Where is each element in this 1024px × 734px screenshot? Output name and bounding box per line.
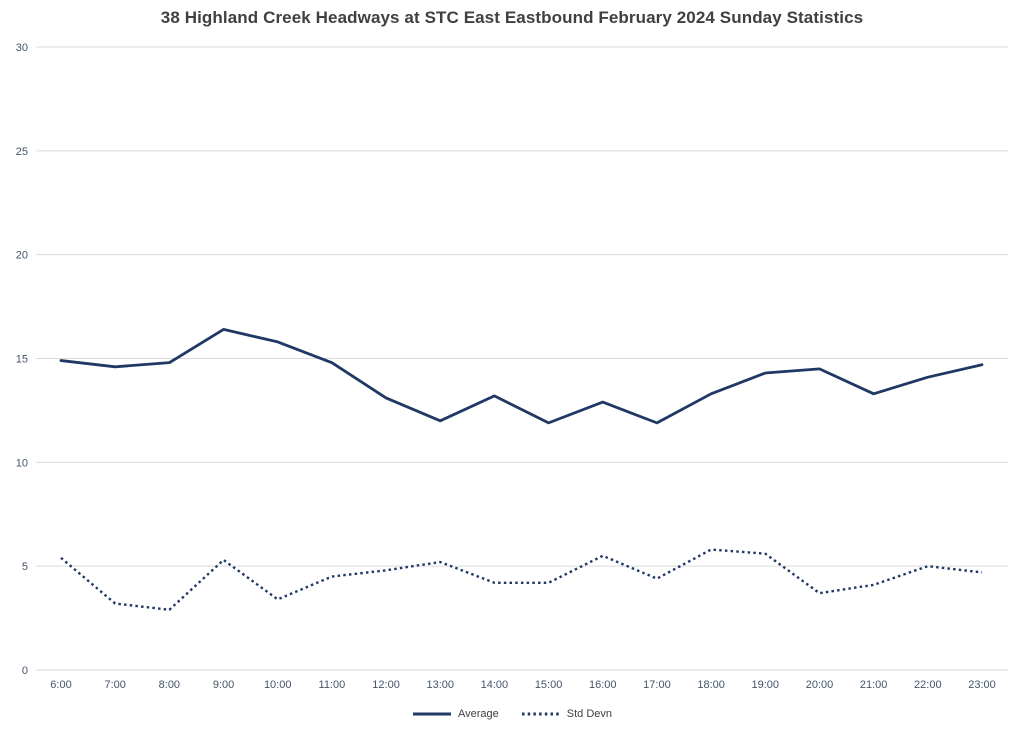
x-axis-tick-label: 23:00 (968, 679, 996, 691)
legend-label-std-devn: Std Devn (566, 708, 613, 720)
chart-title: 38 Highland Creek Headways at STC East E… (160, 8, 864, 27)
y-axis-tick-label: 20 (16, 250, 28, 262)
x-axis-tick-label: 14:00 (481, 679, 509, 691)
x-axis-tick-label: 10:00 (264, 679, 292, 691)
y-axis-tick-label: 30 (16, 42, 28, 54)
x-axis-tick-label: 22:00 (914, 679, 942, 691)
line-chart: 0 5 10 15 20 25 30 6:00 7:00 8:00 9:00 10:00 11:00 12… (16, 42, 1008, 691)
y-axis-tick-label: 25 (16, 146, 28, 158)
x-axis-tick-label: 9:00 (213, 679, 234, 691)
x-axis-tick-label: 6:00 (50, 679, 71, 691)
chart-legend: Average Std Devn (0, 708, 1024, 720)
y-axis-tick-label: 5 (22, 561, 28, 573)
x-axis-tick-label: 13:00 (426, 679, 454, 691)
series-line-std-devn (60, 548, 983, 611)
x-axis-tick-label: 8:00 (159, 679, 180, 691)
legend-solid-line-icon (412, 712, 451, 716)
x-axis-tick-label: 12:00 (372, 679, 400, 691)
x-axis-tick-label: 17:00 (643, 679, 671, 691)
x-axis-tick-label: 21:00 (860, 679, 888, 691)
legend-item-average: Average (412, 708, 499, 720)
legend-dotted-line-icon (521, 712, 560, 716)
y-axis-tick-label: 15 (16, 354, 28, 366)
y-axis-tick-label: 0 (22, 665, 28, 677)
x-axis-tick-label: 15:00 (535, 679, 563, 691)
legend-item-std-devn: Std Devn (521, 708, 612, 720)
x-axis-tick-label: 18:00 (697, 679, 725, 691)
legend-label-average: Average (457, 708, 499, 720)
y-axis-tick-label: 10 (16, 457, 28, 469)
series-line-average (59, 328, 984, 425)
x-axis-tick-label: 20:00 (806, 679, 834, 691)
x-axis-tick-label: 7:00 (104, 679, 125, 691)
x-axis-tick-label: 19:00 (752, 679, 780, 691)
x-axis-tick-label: 11:00 (319, 679, 346, 691)
x-axis-tick-label: 16:00 (589, 679, 617, 691)
